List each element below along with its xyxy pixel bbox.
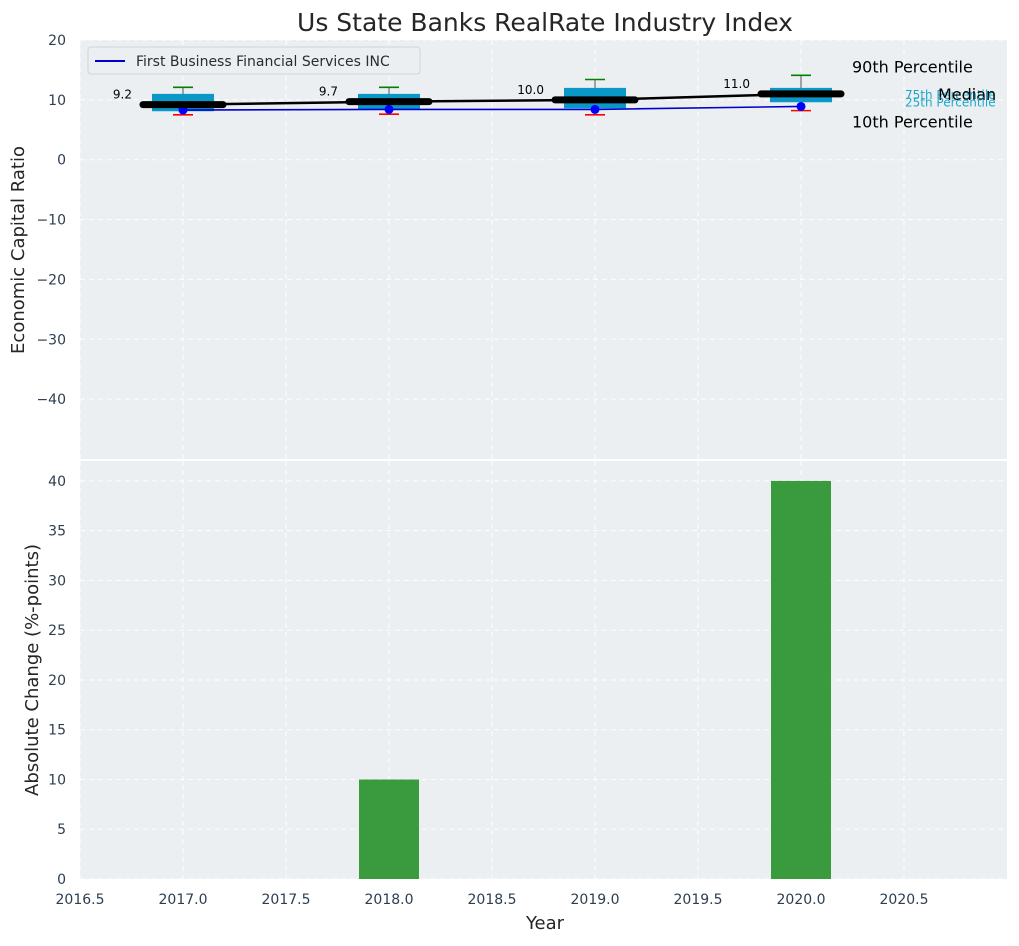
bottom-y-tick-label: 0 bbox=[57, 872, 66, 888]
x-tick-label: 2017.5 bbox=[262, 892, 311, 908]
median-value-label: 9.2 bbox=[113, 88, 132, 102]
annotation-p25: 25th Percentile bbox=[905, 95, 996, 109]
top-y-tick-label: −20 bbox=[36, 272, 66, 288]
change-bar bbox=[771, 480, 831, 879]
top-y-tick-label: 10 bbox=[48, 93, 66, 109]
median-line bbox=[182, 92, 802, 106]
top-y-tick-label: −10 bbox=[36, 213, 66, 229]
x-tick-label: 2019.5 bbox=[674, 892, 723, 908]
bottom-plot-area bbox=[80, 461, 1007, 879]
top-y-tick-label: −40 bbox=[36, 392, 66, 408]
change-bars bbox=[359, 480, 831, 879]
legend-box bbox=[87, 46, 421, 75]
median-value-label: 10.0 bbox=[517, 83, 544, 97]
top-y-tick-labels: 20 10 0 −10 −20 −30 −40 bbox=[36, 33, 66, 408]
x-tick-labels: 2016.5 2017.0 2017.5 2018.0 2018.5 2019.0 2019… bbox=[56, 892, 929, 908]
x-tick-label: 2018.5 bbox=[468, 892, 517, 908]
chart-title: Us State Banks RealRate Industry Index bbox=[297, 8, 793, 37]
top-panel: 20 10 0 −10 −20 −30 −40 9.2 9.7 10.0 11.0 90th Pe… bbox=[8, 33, 1007, 459]
x-tick-label: 2020.5 bbox=[880, 892, 929, 908]
bottom-y-axis-label: Absolute Change (%-points) bbox=[22, 544, 43, 796]
bottom-y-tick-label: 5 bbox=[57, 822, 66, 838]
company-point bbox=[590, 104, 600, 114]
legend: First Business Financial Services INC bbox=[87, 46, 421, 75]
x-tick-label: 2016.5 bbox=[56, 892, 105, 908]
annotation-p75: 75th Percentile bbox=[905, 88, 996, 102]
x-tick-label: 2017.0 bbox=[159, 892, 208, 908]
percentile-annotations: 90th Percentile 75th Percentile Median 2… bbox=[852, 57, 996, 131]
annotation-p90: 90th Percentile bbox=[852, 57, 973, 76]
median-value-label: 9.7 bbox=[319, 85, 338, 99]
x-axis-label: Year bbox=[525, 913, 565, 934]
bottom-y-tick-label: 40 bbox=[48, 474, 66, 490]
annotation-median: Median bbox=[938, 85, 996, 104]
top-y-tick-label: 0 bbox=[57, 153, 66, 169]
bottom-panel: 0 5 10 15 20 25 30 35 40 2016.5 2017.0 2017.5 2018.… bbox=[22, 461, 1007, 934]
annotation-p10: 10th Percentile bbox=[852, 113, 973, 132]
company-line bbox=[182, 105, 802, 111]
bottom-y-tick-label: 15 bbox=[48, 723, 66, 739]
top-y-tick-label: 20 bbox=[48, 33, 66, 49]
box-plots: 9.2 9.7 10.0 11.0 bbox=[113, 74, 845, 116]
bottom-y-tick-labels: 0 5 10 15 20 25 30 35 40 bbox=[48, 474, 66, 888]
company-point bbox=[384, 104, 394, 114]
legend-label-company: First Business Financial Services INC bbox=[136, 54, 390, 70]
bottom-y-tick-label: 30 bbox=[48, 573, 66, 589]
company-point bbox=[796, 101, 806, 111]
bottom-y-tick-label: 25 bbox=[48, 623, 66, 639]
x-tick-label: 2020.0 bbox=[777, 892, 826, 908]
x-tick-label: 2018.0 bbox=[365, 892, 414, 908]
top-y-axis-label: Economic Capital Ratio bbox=[8, 146, 29, 354]
bottom-y-tick-label: 20 bbox=[48, 673, 66, 689]
bottom-y-tick-label: 35 bbox=[48, 524, 66, 540]
change-bar bbox=[359, 779, 419, 879]
top-y-tick-label: −30 bbox=[36, 332, 66, 348]
x-tick-label: 2019.0 bbox=[571, 892, 620, 908]
median-value-label: 11.0 bbox=[723, 77, 750, 91]
bottom-y-tick-label: 10 bbox=[48, 772, 66, 788]
